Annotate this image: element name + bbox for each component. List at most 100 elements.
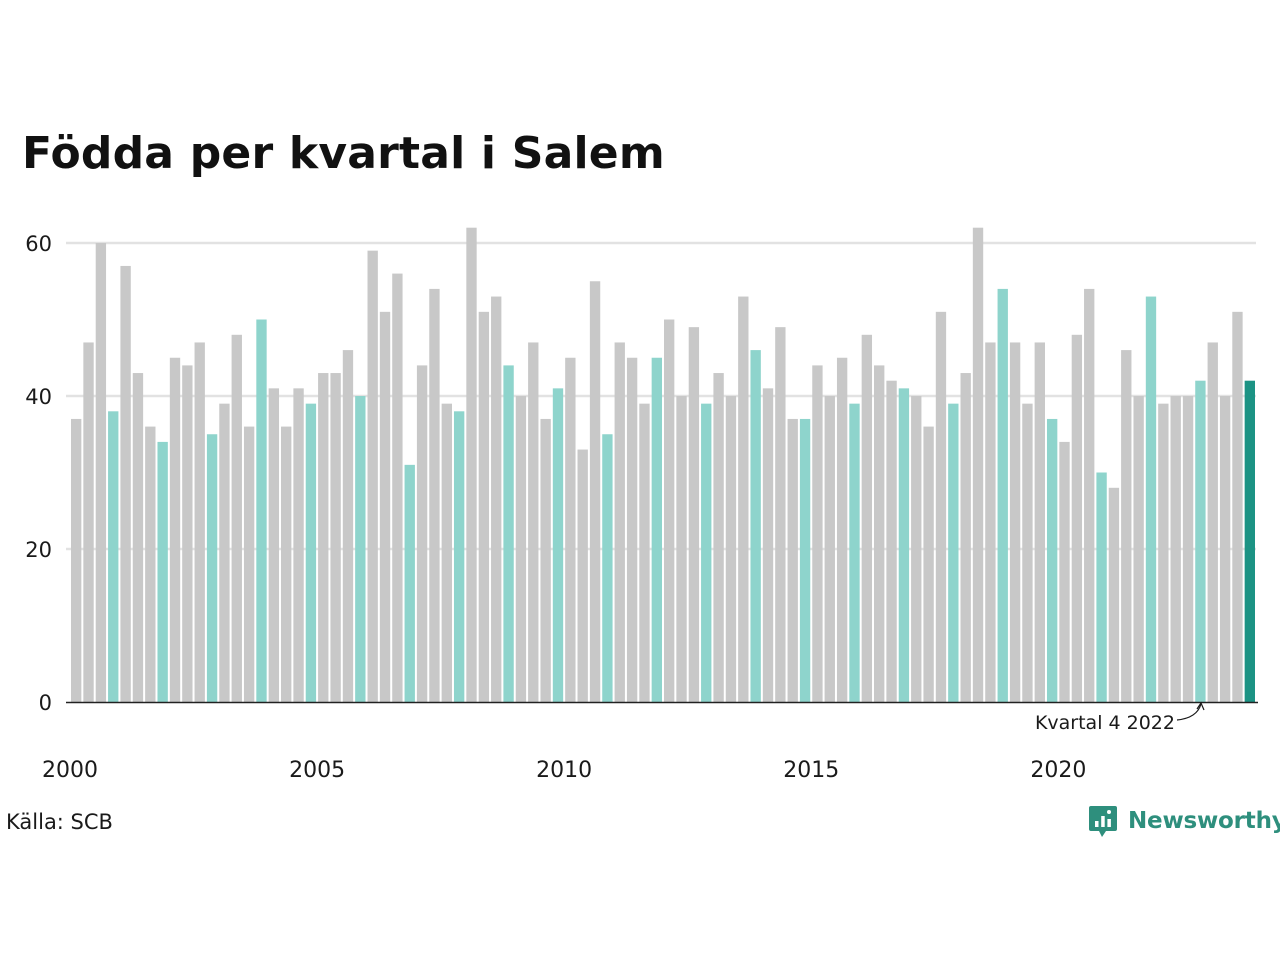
bar [367, 250, 378, 702]
bar [194, 342, 205, 702]
bar [491, 296, 502, 702]
bar [960, 373, 971, 702]
bar [1170, 396, 1181, 702]
bar [701, 403, 712, 702]
bar [836, 357, 848, 702]
bar [849, 403, 860, 702]
bar [132, 373, 144, 702]
bar [1121, 350, 1132, 702]
bar [83, 342, 94, 702]
bar [441, 403, 452, 702]
annotation-arrow [1176, 703, 1202, 721]
bar [293, 388, 304, 702]
annotation-arrowhead [1196, 701, 1205, 711]
bar [874, 365, 885, 702]
bar [688, 327, 700, 702]
bar [972, 227, 984, 702]
bar [515, 396, 527, 702]
bar [404, 464, 415, 702]
bar [330, 373, 341, 702]
bar [812, 365, 823, 702]
source-note: Källa: SCB [6, 810, 113, 834]
bar [182, 365, 193, 702]
bar [478, 311, 490, 702]
bar [95, 243, 107, 702]
bar [1232, 311, 1243, 702]
bar [268, 388, 280, 702]
bar [762, 388, 774, 702]
bar [948, 403, 959, 702]
bar [1133, 396, 1144, 702]
x-tick-label: 2010 [536, 758, 592, 783]
bar [355, 396, 366, 702]
bar [540, 418, 551, 702]
bar [552, 388, 564, 702]
brand-name: Newsworthy [1128, 808, 1280, 834]
bar [206, 434, 218, 702]
y-tick-label: 20 [25, 538, 52, 562]
bar [985, 342, 996, 702]
y-tick-label: 40 [25, 385, 52, 409]
bar [1207, 342, 1218, 702]
bar [750, 350, 761, 702]
bar [1059, 441, 1070, 702]
bar [1108, 487, 1120, 702]
bar [342, 350, 354, 702]
bar [861, 334, 873, 702]
bar [1145, 296, 1157, 702]
bar [1046, 418, 1058, 702]
y-tick-label: 60 [25, 232, 52, 256]
bar [466, 227, 477, 702]
bar [219, 403, 230, 702]
bar [453, 411, 465, 702]
bar [923, 426, 934, 702]
x-tick-label: 2000 [42, 758, 98, 783]
bar [898, 388, 910, 702]
bar [799, 418, 811, 702]
bar [243, 426, 255, 702]
y-axis-labels: 0 20 40 60 [25, 232, 52, 715]
bar [639, 403, 650, 702]
y-tick-label: 0 [39, 691, 52, 715]
bar [256, 319, 267, 702]
bar [787, 418, 798, 702]
bar [997, 288, 1008, 702]
x-tick-label: 2005 [289, 758, 345, 783]
bar [281, 426, 292, 702]
bar [231, 334, 242, 702]
bar [651, 357, 662, 702]
brand-logo: Newsworthy [1088, 804, 1280, 838]
bar [305, 403, 317, 702]
bar [614, 342, 625, 702]
bar [108, 411, 119, 702]
bar [145, 426, 156, 702]
bar [1096, 472, 1107, 702]
x-tick-label: 2015 [783, 758, 839, 783]
bar [1244, 380, 1255, 702]
bar [664, 319, 675, 702]
bar [1084, 288, 1095, 702]
bar [676, 396, 687, 702]
bar [120, 265, 131, 702]
bar [379, 311, 391, 702]
bar [71, 418, 82, 702]
bar [911, 396, 922, 702]
bar [1071, 334, 1083, 702]
bar [429, 288, 440, 702]
bar [157, 441, 168, 702]
bar [1195, 380, 1206, 702]
bar [1034, 342, 1045, 702]
bar [738, 296, 749, 702]
bar [1219, 396, 1231, 702]
newsworthy-logo-icon [1089, 806, 1117, 837]
bar [416, 365, 428, 702]
bar [318, 373, 329, 702]
x-tick-label: 2020 [1030, 758, 1086, 783]
bar [589, 281, 601, 702]
bar [775, 327, 786, 702]
bar [1182, 396, 1194, 702]
bar [169, 357, 181, 702]
bar [886, 380, 897, 702]
bar [824, 396, 835, 702]
bar [503, 365, 514, 702]
